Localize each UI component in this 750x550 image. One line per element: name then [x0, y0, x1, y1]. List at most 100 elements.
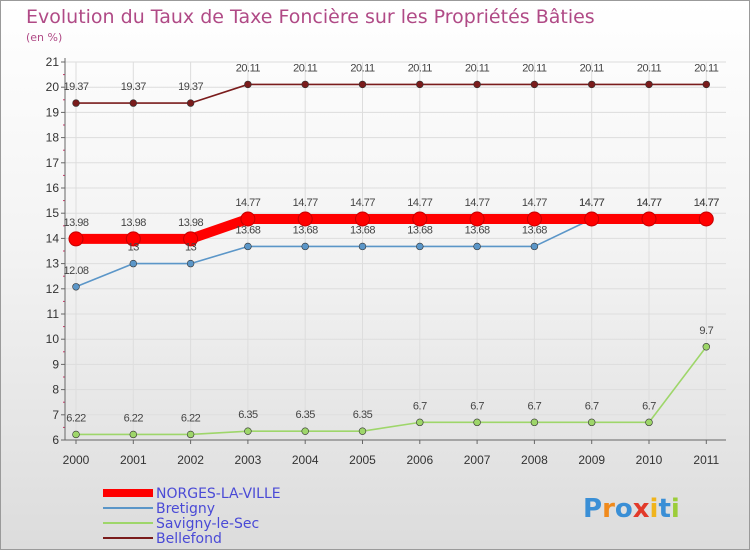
series-line-norges-la-ville: [76, 213, 707, 244]
data-label-savigny-le-sec-2001: 6.22: [124, 412, 144, 424]
y-tick-label-16: 16: [46, 181, 60, 195]
point-bretigny-2002: [186, 259, 195, 268]
data-label-savigny-le-sec-2010: 6.7: [642, 400, 656, 412]
y-tick-label-18: 18: [46, 131, 60, 145]
data-label-bretigny-2005: 13.68: [350, 224, 375, 236]
x-tick-label-2011: 2011: [693, 453, 719, 467]
data-label-bellefond-2008: 20.11: [522, 62, 547, 74]
data-labels: 19.37 19.37 19.37 20.11 20.11 20.11 20.11 20.11…: [63, 62, 719, 424]
legend-label-norges-la-ville: NORGES-LA-VILLE: [156, 486, 281, 502]
point-savigny-le-sec-2005: [358, 427, 367, 435]
y-tick-label-17: 17: [46, 156, 60, 170]
point-bretigny-2007: [473, 242, 481, 251]
data-label-savigny-le-sec-2007: 6.7: [470, 400, 484, 412]
data-label-bellefond-2007: 20.11: [465, 62, 490, 74]
y-tick-label-10: 10: [46, 332, 60, 346]
series-line-bellefond: [76, 83, 707, 104]
data-label-savigny-le-sec-2009: 6.7: [585, 400, 599, 412]
series-norges-la-ville: [68, 211, 714, 247]
logo-letter: i: [650, 494, 659, 524]
data-label-bretigny-2004: 13.68: [293, 224, 318, 236]
logo-letter: i: [671, 494, 680, 524]
x-tick-label-2006: 2006: [406, 453, 433, 467]
series-line-savigny-le-sec: [76, 346, 707, 436]
y-tick-label-12: 12: [46, 282, 60, 296]
legend-label-bretigny: Bretigny: [156, 501, 215, 517]
point-savigny-le-sec-2004: [301, 427, 309, 435]
data-label-norges-la-ville-2001: 13.98: [121, 217, 146, 229]
point-norges-la-ville-2009: [584, 211, 600, 227]
data-label-norges-la-ville-2006: 14.77: [407, 197, 432, 209]
chart-title: Evolution du Taux de Taxe Foncière sur l…: [26, 6, 595, 28]
point-savigny-le-sec-2009: [587, 418, 596, 427]
data-label-bellefond-2009: 20.11: [580, 62, 605, 74]
y-tick-label-7: 7: [52, 408, 59, 422]
data-label-bellefond-2000: 19.37: [63, 81, 88, 93]
point-savigny-le-sec-2000: [72, 430, 80, 439]
y-tick-label-14: 14: [46, 231, 60, 245]
data-label-savigny-le-sec-2002: 6.22: [181, 412, 201, 424]
data-label-norges-la-ville-2003: 14.77: [235, 197, 260, 209]
data-label-savigny-le-sec-2011: 9.7: [699, 325, 713, 337]
data-label-norges-la-ville-2000: 13.98: [63, 217, 88, 229]
x-tick-label-2010: 2010: [636, 453, 663, 467]
point-norges-la-ville-2002: [183, 231, 199, 247]
data-label-bellefond-2004: 20.11: [293, 62, 318, 74]
data-label-norges-la-ville-2011: 14.77: [694, 197, 719, 209]
point-norges-la-ville-2010: [641, 211, 657, 227]
data-label-savigny-le-sec-2000: 6.22: [66, 412, 86, 424]
point-savigny-le-sec-2006: [416, 418, 424, 427]
series-line-bretigny: [75, 218, 707, 288]
data-label-bretigny-2007: 13.68: [465, 224, 490, 236]
y-tick-label-19: 19: [46, 105, 60, 119]
point-bellefond-2003: [244, 80, 252, 89]
data-label-norges-la-ville-2004: 14.77: [293, 197, 318, 209]
point-norges-la-ville-2007: [469, 211, 485, 227]
data-label-bretigny-2010: 14.77: [636, 197, 661, 209]
point-bellefond-2001: [129, 99, 138, 107]
data-label-bretigny-2011: 14.77: [694, 197, 719, 209]
data-label-bellefond-2003: 20.11: [236, 62, 261, 74]
x-tick-label-2004: 2004: [292, 453, 319, 467]
series-bellefond: [72, 80, 710, 107]
point-bretigny-2003: [244, 242, 252, 251]
chart-subtitle: (en %): [26, 31, 62, 44]
data-label-savigny-le-sec-2008: 6.7: [528, 400, 542, 412]
point-norges-la-ville-2000: [68, 231, 84, 247]
data-label-bellefond-2005: 20.11: [350, 62, 375, 74]
data-label-norges-la-ville-2009: 14.77: [579, 197, 604, 209]
data-label-bretigny-2001: 13: [128, 242, 140, 254]
y-tick-label-15: 15: [46, 206, 60, 220]
point-norges-la-ville-2004: [297, 211, 313, 227]
legend-label-bellefond: Bellefond: [156, 531, 222, 547]
point-bellefond-2002: [186, 99, 195, 107]
point-bretigny-2005: [358, 242, 367, 251]
logo-letter: o: [615, 494, 633, 524]
data-label-norges-la-ville-2007: 14.77: [465, 197, 490, 209]
point-savigny-le-sec-2008: [530, 418, 539, 427]
data-label-norges-la-ville-2002: 13.98: [178, 217, 203, 229]
y-tick-label-11: 11: [47, 307, 60, 321]
y-tick-label-13: 13: [46, 257, 60, 271]
data-label-bellefond-2002: 19.37: [178, 81, 203, 93]
y-tick-label-9: 9: [52, 357, 59, 371]
logo-letter: r: [602, 494, 615, 524]
point-savigny-le-sec-2011: [702, 343, 710, 351]
point-bretigny-2008: [530, 242, 539, 251]
point-bellefond-2010: [645, 80, 653, 89]
point-norges-la-ville-2003: [240, 211, 256, 227]
x-tick-label-2009: 2009: [578, 453, 605, 467]
point-savigny-le-sec-2002: [186, 430, 195, 439]
series-bretigny: [72, 215, 710, 291]
series-savigny-le-sec: [72, 343, 710, 439]
x-tick-label-2002: 2002: [177, 453, 204, 467]
data-label-bretigny-2009: 14.77: [579, 197, 604, 209]
point-norges-la-ville-2008: [526, 211, 542, 227]
x-tick-label-2005: 2005: [349, 453, 376, 467]
point-norges-la-ville-2001: [125, 231, 141, 247]
data-label-savigny-le-sec-2003: 6.35: [238, 409, 258, 421]
logo-letter: t: [658, 494, 670, 524]
proxiti-wordmark: Proxiti: [583, 494, 680, 524]
data-label-bellefond-2001: 19.37: [121, 81, 146, 93]
